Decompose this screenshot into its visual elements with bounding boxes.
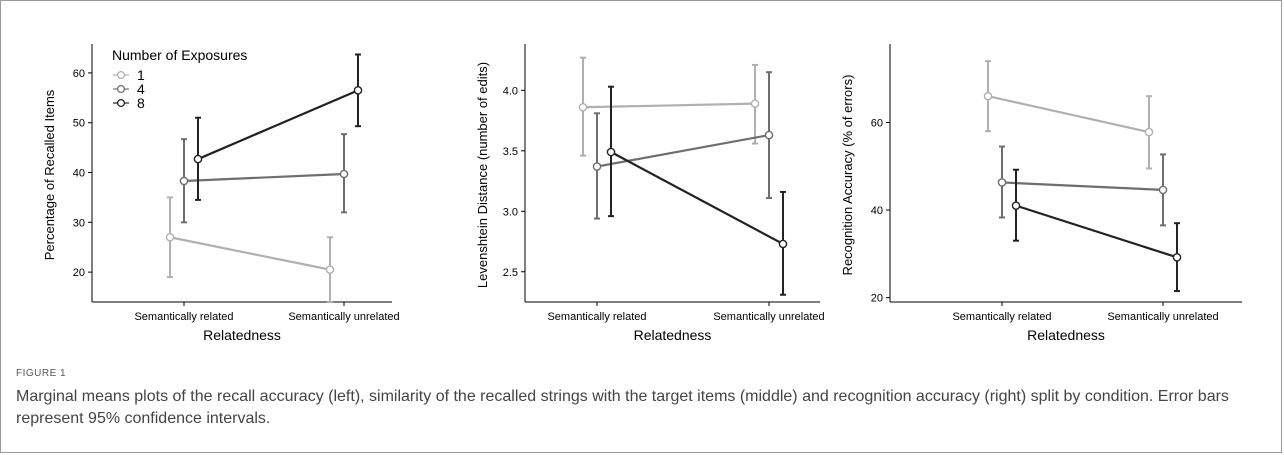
series-line-4	[1001, 181, 1164, 191]
data-point-8	[606, 147, 616, 157]
x-tick-label: Semantically related	[952, 311, 1051, 323]
y-tick-label: 20	[871, 293, 883, 305]
series-line-1	[987, 95, 1150, 134]
data-point-4	[592, 162, 602, 171]
series-line-1	[582, 102, 756, 109]
chart-panel-2: 2.5 3.0 3.5 4.0 Semantically related Semantic…	[475, 44, 825, 343]
data-point-4	[1158, 185, 1168, 195]
series-line-8	[197, 89, 359, 161]
y-tick-label: 30	[73, 217, 85, 229]
data-point-4	[339, 169, 349, 179]
y-tick-label: 40	[73, 168, 85, 180]
data-point-4	[764, 130, 774, 140]
data-point-8	[1011, 201, 1021, 210]
series-line-4	[183, 172, 345, 183]
chart-panel-1: 20 30 40 50 60 Semantically related Semantical…	[42, 44, 400, 343]
y-tick-label: 60	[73, 68, 85, 80]
data-point-8	[1172, 253, 1182, 262]
y-axis-title: Percentage of Recalled Items	[42, 89, 57, 260]
y-tick-label: 3.5	[503, 146, 518, 158]
data-point-1	[578, 102, 588, 112]
y-axis-title: Levenshtein Distance (number of edits)	[475, 62, 490, 288]
x-tick-label: Semantically related	[547, 311, 646, 323]
series-line-4	[596, 134, 770, 168]
series-line-8	[610, 151, 784, 245]
y-tick-label: 2.5	[503, 267, 518, 279]
chart-panel-3: 20 40 60 Semantically related Semantically u…	[840, 44, 1242, 343]
legend: Number of Exposures 148	[112, 47, 247, 111]
data-point-8	[193, 154, 203, 164]
x-tick-label: Semantically related	[134, 311, 233, 323]
series-line-1	[169, 236, 331, 271]
figure-label: FIGURE 1	[16, 368, 67, 379]
legend-swatch-1	[116, 70, 126, 80]
x-tick-label: Semantically unrelated	[1107, 311, 1218, 323]
data-point-1	[750, 99, 760, 108]
y-tick-label: 50	[73, 118, 85, 130]
data-point-8	[353, 86, 363, 95]
legend-label-4: 4	[137, 81, 145, 97]
y-tick-label: 20	[73, 267, 85, 279]
legend-label-8: 8	[137, 95, 145, 111]
y-tick-label: 40	[871, 205, 883, 217]
legend-swatch-4	[116, 84, 126, 94]
series-line-8	[1015, 204, 1178, 259]
x-tick-label: Semantically unrelated	[713, 311, 824, 323]
legend-title: Number of Exposures	[112, 47, 247, 63]
x-tick-label: Semantically unrelated	[288, 311, 399, 323]
data-point-8	[778, 239, 788, 249]
y-tick-label: 4.0	[503, 85, 518, 97]
x-axis-title: Relatedness	[203, 327, 281, 343]
data-point-4	[997, 178, 1007, 187]
legend-label-1: 1	[137, 67, 145, 83]
y-tick-label: 3.0	[503, 206, 518, 218]
y-tick-label: 60	[871, 117, 883, 129]
x-axis-title: Relatedness	[634, 327, 712, 343]
x-axis-title: Relatedness	[1027, 327, 1105, 343]
figure-caption: Marginal means plots of the recall accur…	[16, 388, 1229, 427]
data-point-1	[983, 91, 993, 101]
data-point-1	[325, 265, 335, 274]
legend-swatch-8	[116, 98, 126, 108]
data-point-1	[1144, 127, 1154, 137]
data-point-4	[179, 176, 189, 186]
data-point-1	[165, 232, 175, 242]
y-axis-title: Recognition Accuracy (% of errors)	[840, 75, 855, 276]
